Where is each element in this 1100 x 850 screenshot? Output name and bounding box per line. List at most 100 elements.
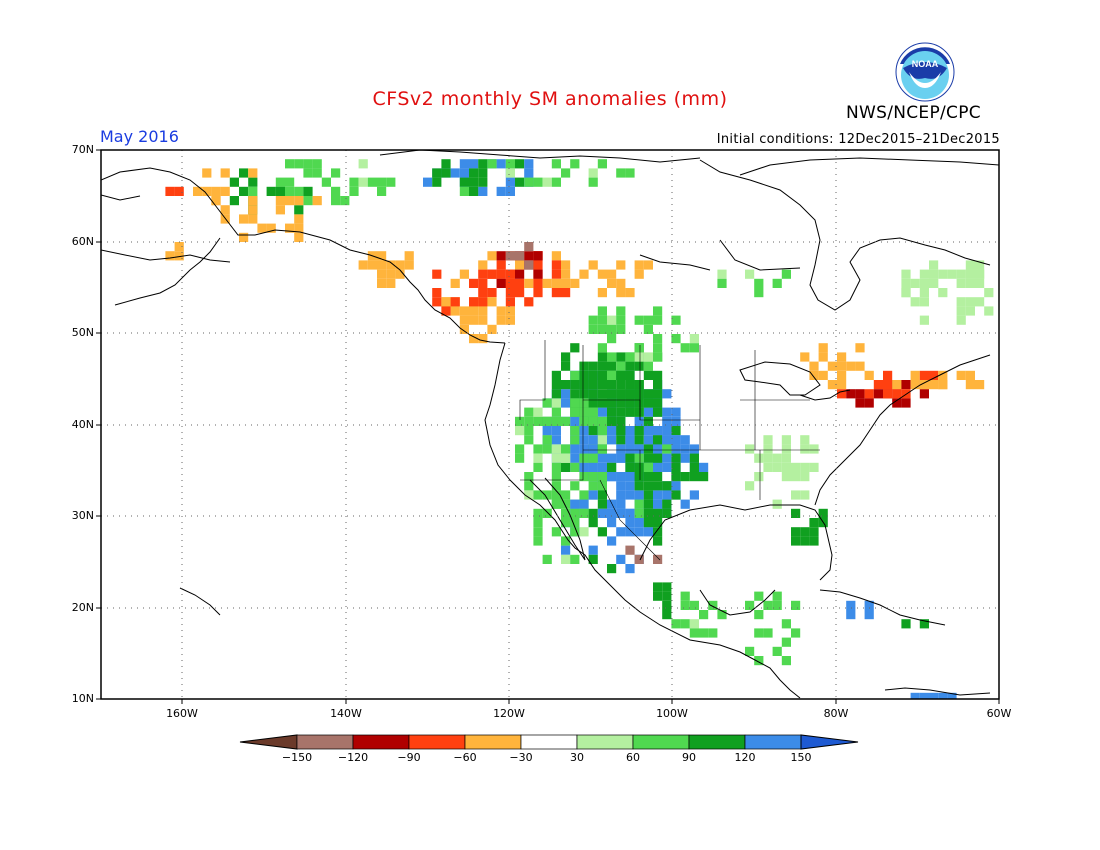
anomaly-cell [570, 416, 580, 426]
anomaly-cell [404, 251, 414, 261]
colorbar-segment [632, 734, 690, 750]
anomaly-cell [800, 462, 810, 472]
anomaly-cell [561, 499, 571, 509]
anomaly-cell [837, 352, 847, 362]
anomaly-cell [919, 315, 929, 325]
anomaly-cell [395, 260, 405, 270]
anomaly-cell [423, 177, 433, 187]
anomaly-cell [469, 177, 479, 187]
anomaly-cell [505, 315, 515, 325]
anomaly-cell [772, 591, 782, 601]
anomaly-cell [671, 619, 681, 629]
anomaly-cell [634, 499, 644, 509]
anomaly-cell [625, 435, 635, 445]
anomaly-cell [689, 343, 699, 353]
anomaly-cell [551, 426, 561, 436]
anomaly-cell [671, 407, 681, 417]
anomaly-cell [671, 472, 681, 482]
anomaly-cell [892, 389, 902, 399]
anomaly-cell [671, 334, 681, 344]
anomaly-cell [404, 260, 414, 270]
anomaly-cell [634, 416, 644, 426]
anomaly-cell [542, 426, 552, 436]
anomaly-cell [386, 177, 396, 187]
anomaly-cell [441, 159, 451, 169]
anomaly-cell [781, 453, 791, 463]
anomaly-cell [487, 324, 497, 334]
anomaly-cell [956, 370, 966, 380]
anomaly-cell [579, 370, 589, 380]
anomaly-cell [616, 508, 626, 518]
anomaly-cell [561, 554, 571, 564]
anomaly-cell [634, 554, 644, 564]
anomaly-cell [459, 269, 469, 279]
anomaly-cell [487, 288, 497, 298]
anomaly-cell [662, 426, 672, 436]
anomaly-cell [689, 462, 699, 472]
anomaly-cell [450, 306, 460, 316]
anomaly-cell [588, 508, 598, 518]
anomaly-cell [597, 389, 607, 399]
anomaly-cell [653, 407, 663, 417]
anomaly-cell [800, 435, 810, 445]
anomaly-cell [607, 435, 617, 445]
state-borders [519, 340, 820, 561]
anomaly-cell [588, 518, 598, 528]
anomaly-cell [625, 508, 635, 518]
anomaly-cell [781, 656, 791, 666]
anomaly-cell [496, 269, 506, 279]
anomaly-cell [625, 370, 635, 380]
anomaly-cell [699, 610, 709, 620]
anomaly-cell [505, 306, 515, 316]
anomaly-cell [561, 416, 571, 426]
anomaly-cell [524, 407, 534, 417]
anomaly-cell [616, 481, 626, 491]
anomaly-cell [588, 472, 598, 482]
anomaly-cell [653, 554, 663, 564]
anomaly-cell [625, 481, 635, 491]
anomaly-cell [643, 407, 653, 417]
anomaly-cell [570, 527, 580, 537]
colorbar-segment [239, 734, 298, 750]
colorbar-segment [296, 734, 354, 750]
anomaly-cell [616, 380, 626, 390]
anomaly-cell [551, 407, 561, 417]
anomaly-cell [800, 536, 810, 546]
anomaly-cell [956, 297, 966, 307]
anomaly-cell [275, 186, 285, 196]
anomaly-cell [551, 251, 561, 261]
anomaly-cell [929, 278, 939, 288]
anomaly-cell [579, 444, 589, 454]
anomaly-cell [487, 251, 497, 261]
anomaly-cell [294, 232, 304, 242]
anomaly-cell [386, 278, 396, 288]
anomaly-cell [634, 361, 644, 371]
anomaly-cell [643, 426, 653, 436]
anomaly-cell [607, 426, 617, 436]
anomaly-cell [579, 389, 589, 399]
anomaly-cell [938, 288, 948, 298]
axis-ticks [96, 149, 1000, 704]
anomaly-cell [975, 260, 985, 270]
anomaly-cell [625, 462, 635, 472]
anomaly-cell [818, 352, 828, 362]
anomaly-cell [653, 389, 663, 399]
anomaly-cell [653, 334, 663, 344]
colorbar-segment [688, 734, 746, 750]
anomaly-cell [588, 370, 598, 380]
anomaly-cell [643, 518, 653, 528]
anomaly-cell [625, 398, 635, 408]
anomaly-cell [551, 260, 561, 270]
anomaly-cell [616, 499, 626, 509]
anomaly-cell [478, 288, 488, 298]
anomaly-cell [689, 444, 699, 454]
anomaly-cell [496, 159, 506, 169]
anomaly-cell [588, 380, 598, 390]
lat-label: 50N [71, 326, 94, 339]
lat-label: 60N [71, 235, 94, 248]
anomaly-cell [643, 398, 653, 408]
anomaly-cell [901, 269, 911, 279]
anomaly-cell [533, 453, 543, 463]
anomaly-cell [551, 435, 561, 445]
anomaly-cell [597, 398, 607, 408]
